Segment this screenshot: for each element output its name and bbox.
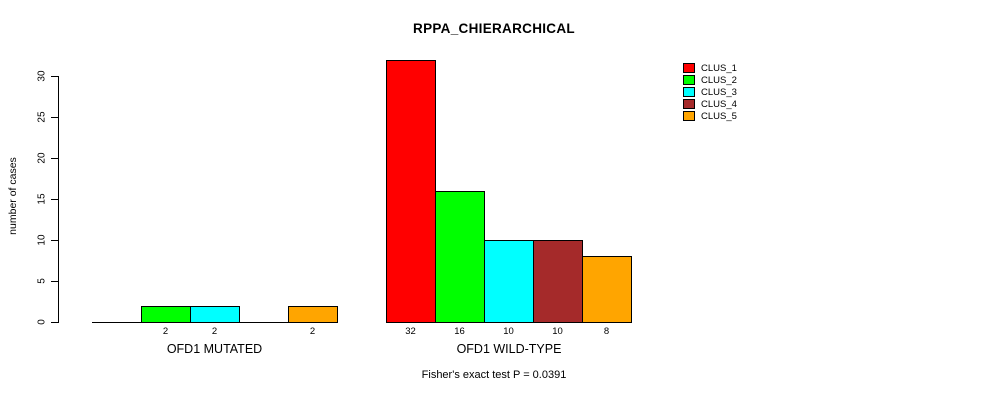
y-tick-label: 30 xyxy=(36,70,48,82)
legend-label: CLUS_1 xyxy=(701,62,737,74)
y-tick-mark xyxy=(51,76,59,77)
bar-clus_1-wild-type xyxy=(386,60,436,323)
bar-clus_5-mutated xyxy=(288,306,338,323)
bar-clus_5-wild-type xyxy=(582,256,632,323)
y-tick-mark xyxy=(51,322,59,323)
bar-value-label: 32 xyxy=(405,326,416,337)
y-tick-label: 5 xyxy=(36,278,48,284)
bar-value-label: 2 xyxy=(162,326,169,337)
bar-value-label: 10 xyxy=(552,326,563,337)
legend-label: CLUS_2 xyxy=(701,74,737,86)
y-tick-label: 0 xyxy=(36,319,48,325)
y-tick-label: 10 xyxy=(36,234,48,246)
y-axis-label-text: number of cases xyxy=(7,157,19,235)
legend-swatch-clus_3 xyxy=(683,87,695,97)
legend-row-clus_4: CLUS_4 xyxy=(683,98,737,110)
bar-clus_3-mutated xyxy=(190,306,240,323)
y-tick-mark xyxy=(51,281,59,282)
bar-value-label: 10 xyxy=(503,326,514,337)
legend-swatch-clus_2 xyxy=(683,75,695,85)
legend-swatch-clus_5 xyxy=(683,111,695,121)
y-tick-mark xyxy=(51,117,59,118)
legend-swatch-clus_4 xyxy=(683,99,695,109)
y-tick-label: 15 xyxy=(36,193,48,205)
chart-legend: CLUS_1 CLUS_2 CLUS_3 CLUS_4 CLUS_5 xyxy=(683,62,737,122)
legend-label: CLUS_3 xyxy=(701,86,737,98)
chart-title: RPPA_CHIERARCHICAL xyxy=(413,21,575,36)
legend-row-clus_5: CLUS_5 xyxy=(683,110,737,122)
y-tick-label: 20 xyxy=(36,152,48,164)
bar-clus_3-wild-type xyxy=(484,240,534,323)
group-label-wild-type: OFD1 WILD-TYPE xyxy=(456,342,562,356)
bar-clus_4-wild-type xyxy=(533,240,583,323)
y-tick-mark xyxy=(51,199,59,200)
bar-value-label: 8 xyxy=(603,326,610,337)
legend-swatch-clus_1 xyxy=(683,63,695,73)
legend-label: CLUS_5 xyxy=(701,110,737,122)
legend-label: CLUS_4 xyxy=(701,98,737,110)
y-tick-mark xyxy=(51,158,59,159)
bar-clus_2-wild-type xyxy=(435,191,485,323)
bar-value-label: 2 xyxy=(211,326,218,337)
group-label-mutated: OFD1 MUTATED xyxy=(166,342,263,356)
y-tick-mark xyxy=(51,240,59,241)
y-tick-label: 25 xyxy=(36,111,48,123)
fisher-test-annotation: Fisher's exact test P = 0.0391 xyxy=(421,369,567,381)
bar-value-label: 2 xyxy=(309,326,316,337)
legend-row-clus_1: CLUS_1 xyxy=(683,62,737,74)
legend-row-clus_2: CLUS_2 xyxy=(683,74,737,86)
bar-clus_2-mutated xyxy=(141,306,191,323)
bar-value-label: 16 xyxy=(454,326,465,337)
legend-row-clus_3: CLUS_3 xyxy=(683,86,737,98)
